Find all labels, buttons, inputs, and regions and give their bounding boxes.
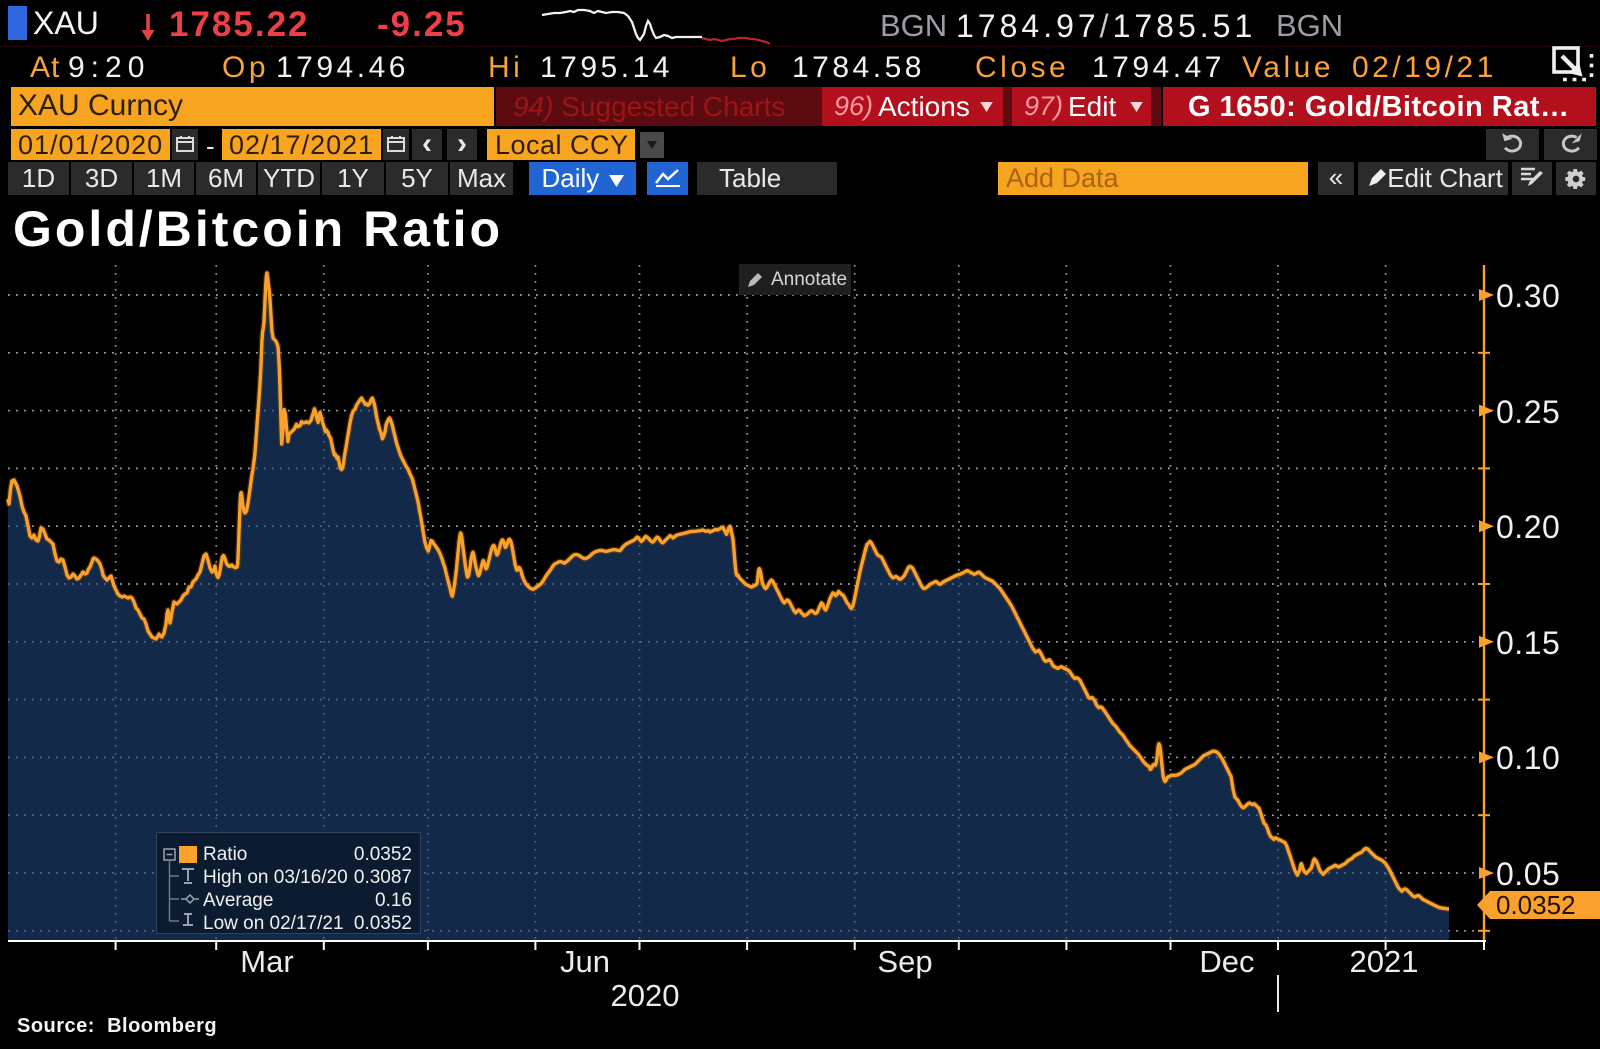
svg-text:0.0352: 0.0352 — [1496, 890, 1576, 920]
